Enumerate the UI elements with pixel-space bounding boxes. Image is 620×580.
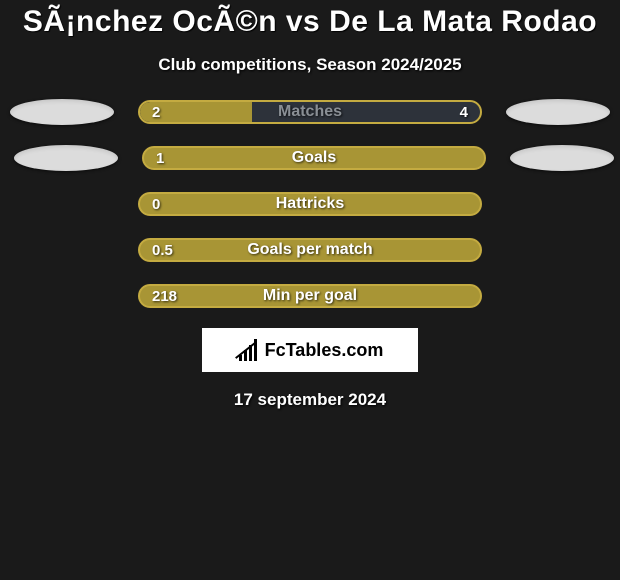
stat-label: Matches xyxy=(140,102,480,122)
stat-bar: 218Min per goal xyxy=(138,284,482,308)
comparison-infographic: SÃ¡nchez OcÃ©n vs De La Mata Rodao Club … xyxy=(0,0,620,410)
stat-bar: 24Matches xyxy=(138,100,482,124)
page-title: SÃ¡nchez OcÃ©n vs De La Mata Rodao xyxy=(0,5,620,39)
logo-text: FcTables.com xyxy=(265,340,384,361)
stat-label: Hattricks xyxy=(140,194,480,214)
player-oval-right xyxy=(510,145,614,171)
stat-bar: 1Goals xyxy=(142,146,486,170)
player-oval-right xyxy=(506,99,610,125)
stat-row: 1Goals xyxy=(0,146,620,170)
bar-chart-icon xyxy=(237,339,259,361)
stat-label: Min per goal xyxy=(140,286,480,306)
stat-label: Goals xyxy=(144,148,484,168)
stat-bar: 0Hattricks xyxy=(138,192,482,216)
stat-rows: 24Matches 1Goals 0Hattricks 0.5Goals per ma… xyxy=(0,100,620,308)
player-oval-left xyxy=(14,145,118,171)
stat-label: Goals per match xyxy=(140,240,480,260)
footer: FcTables.com 17 september 2024 xyxy=(0,328,620,410)
stat-row: 0.5Goals per match xyxy=(0,238,620,262)
player-oval-left xyxy=(10,99,114,125)
logo-box: FcTables.com xyxy=(202,328,418,372)
stat-row: 218Min per goal xyxy=(0,284,620,308)
subtitle: Club competitions, Season 2024/2025 xyxy=(0,55,620,75)
stat-row: 24Matches xyxy=(0,100,620,124)
stat-bar: 0.5Goals per match xyxy=(138,238,482,262)
stat-row: 0Hattricks xyxy=(0,192,620,216)
date-text: 17 september 2024 xyxy=(234,390,386,410)
